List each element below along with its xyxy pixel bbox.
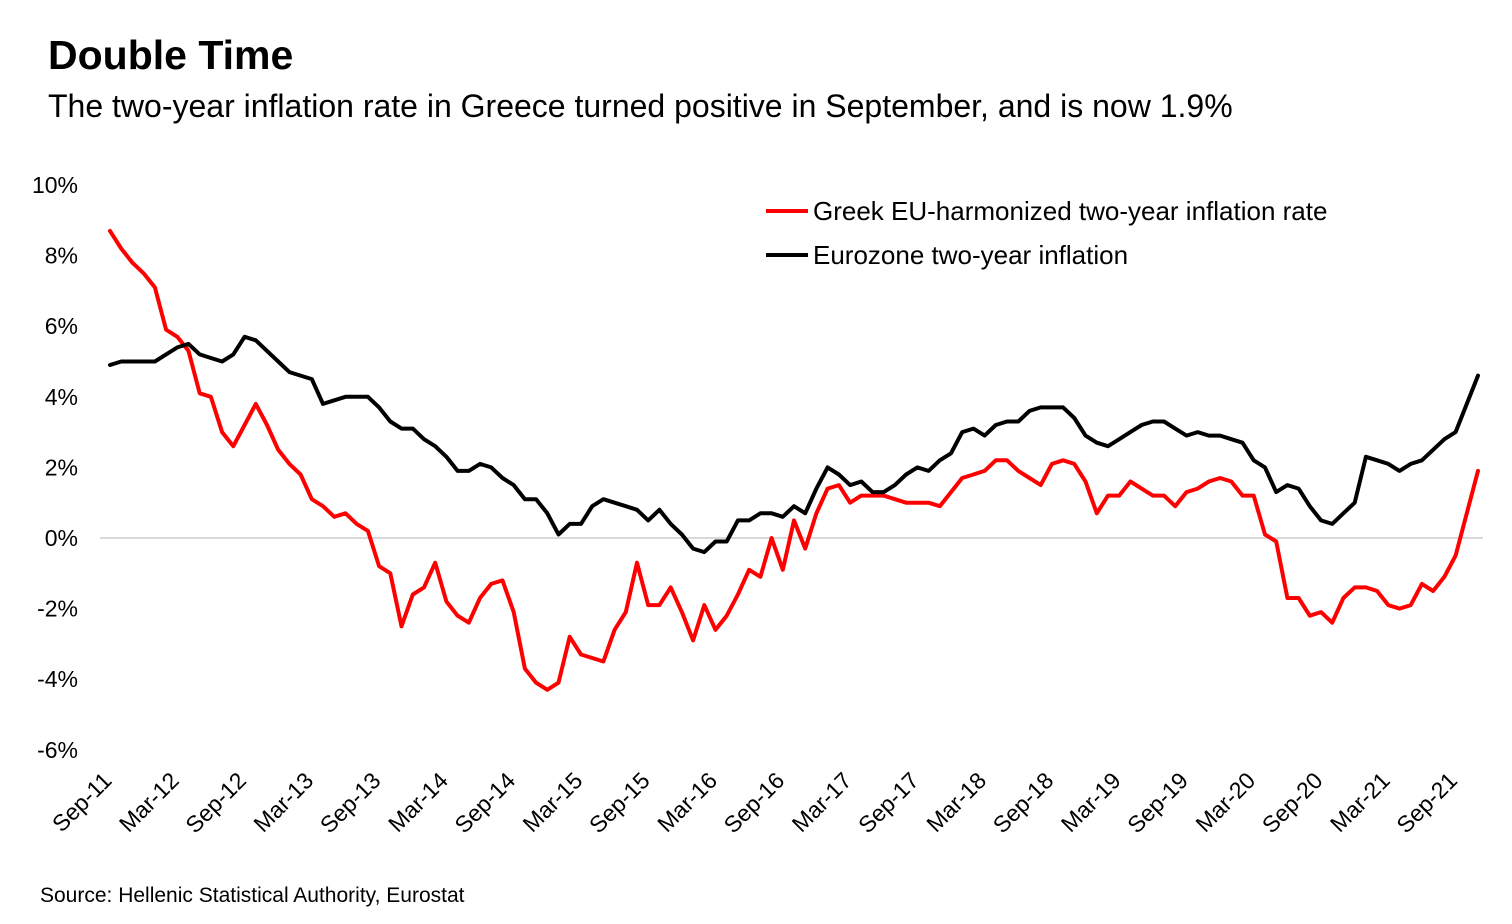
- y-tick-label: -2%: [37, 596, 78, 622]
- series-line-greece: [108, 228, 1480, 692]
- x-tick-label: Sep-19: [1122, 767, 1193, 838]
- x-tick-label: Mar-13: [248, 767, 318, 837]
- chart-title: Double Time: [48, 32, 294, 78]
- x-tick-label: Sep-13: [315, 767, 386, 838]
- x-tick-label: Mar-21: [1325, 767, 1395, 837]
- x-axis: Sep-11Mar-12Sep-12Mar-13Sep-13Mar-14Sep-…: [47, 767, 1462, 838]
- chart-subtitle: The two-year inflation rate in Greece tu…: [48, 88, 1233, 124]
- x-tick-label: Mar-19: [1056, 767, 1126, 837]
- x-tick-label: Mar-20: [1190, 767, 1260, 837]
- y-tick-label: -4%: [37, 666, 78, 692]
- source-note: Source: Hellenic Statistical Authority, …: [40, 884, 465, 907]
- y-tick-label: 10%: [32, 172, 78, 198]
- x-tick-label: Sep-18: [988, 767, 1059, 838]
- y-tick-label: 6%: [45, 313, 78, 339]
- y-tick-label: 0%: [45, 525, 78, 551]
- x-tick-label: Sep-11: [47, 767, 117, 837]
- x-tick-label: Mar-12: [114, 767, 184, 837]
- series-line-eurozone: [108, 334, 1480, 555]
- x-tick-label: Mar-18: [921, 767, 991, 837]
- x-tick-label: Sep-12: [180, 767, 251, 838]
- x-tick-label: Sep-14: [449, 767, 520, 838]
- x-tick-label: Sep-17: [853, 767, 924, 838]
- x-tick-label: Mar-14: [383, 767, 453, 837]
- x-tick-label: Sep-20: [1257, 767, 1328, 838]
- y-tick-label: 4%: [45, 384, 78, 410]
- legend-label-greece: Greek EU-harmonized two-year inflation r…: [813, 196, 1327, 226]
- legend-label-eurozone: Eurozone two-year inflation: [813, 240, 1128, 270]
- plot-area: [108, 228, 1480, 692]
- x-tick-label: Sep-16: [718, 767, 789, 838]
- x-tick-label: Mar-15: [518, 767, 588, 837]
- x-tick-label: Sep-15: [584, 767, 655, 838]
- y-axis: 10% 8% 6% 4% 2% 0% -2% -4% -6%: [32, 172, 78, 763]
- x-tick-label: Sep-21: [1391, 767, 1462, 838]
- legend: Greek EU-harmonized two-year inflation r…: [766, 196, 1327, 270]
- x-tick-label: Mar-16: [652, 767, 722, 837]
- y-tick-label: 2%: [45, 454, 78, 480]
- y-tick-label: -6%: [37, 737, 78, 763]
- y-tick-label: 8%: [45, 243, 78, 269]
- x-tick-label: Mar-17: [787, 767, 857, 837]
